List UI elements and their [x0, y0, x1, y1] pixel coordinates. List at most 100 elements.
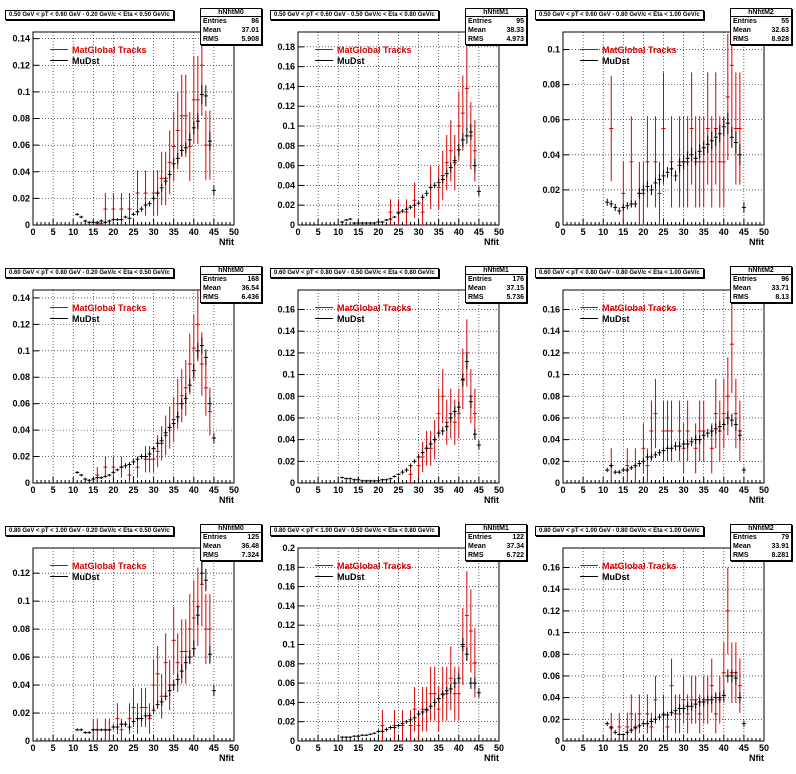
- legend-marker: [50, 576, 68, 577]
- legend-item-mudst: MuDst: [580, 55, 677, 66]
- stats-row-rms: RMS 5.736: [466, 293, 526, 302]
- y-tick-label: 0: [555, 478, 560, 488]
- y-tick-label: 0.16: [277, 62, 295, 72]
- x-tick-label: 0: [295, 485, 300, 495]
- matglobal-point: [629, 694, 634, 734]
- legend: MatGlobal Tracks MuDst: [315, 302, 412, 324]
- x-tick-label: 25: [658, 227, 668, 237]
- stats-value: 4.973: [506, 36, 524, 43]
- matglobal-point: [127, 193, 132, 225]
- mudst-point: [709, 425, 714, 437]
- x-tick-label: 15: [353, 743, 363, 753]
- mudst-point: [356, 478, 361, 481]
- matglobal-point: [725, 33, 730, 161]
- plot-title: 0.60 GeV < pT < 0.80 GeV - 0.20 GeV/c < …: [5, 268, 174, 278]
- mudst-point: [452, 406, 457, 417]
- mudst-point: [203, 349, 208, 366]
- stats-value: 37.34: [506, 543, 524, 550]
- mudst-point: [195, 342, 200, 359]
- matglobal-point: [179, 369, 184, 423]
- mudst-point: [151, 445, 156, 452]
- mudst-point: [203, 568, 208, 592]
- stats-row-entries: Entries 79: [731, 533, 791, 542]
- x-tick-label: 20: [373, 485, 383, 495]
- histogram-plot: 0 5 10 15 20 25 30 35 40 45 50 0 0.02 0.04 0.06 0.08 0.1…: [542, 31, 769, 247]
- legend-item-matglobal: MatGlobal Tracks: [50, 44, 147, 55]
- mudst-point: [79, 728, 84, 732]
- mudst-point: [468, 124, 473, 140]
- mudst-point: [424, 707, 429, 714]
- mudst-point: [440, 426, 445, 436]
- mudst-point: [641, 720, 646, 727]
- mudst-point: [717, 124, 722, 143]
- y-tick-label: 0.04: [542, 150, 560, 160]
- matglobal-point: [669, 658, 674, 713]
- mudst-point: [420, 450, 425, 455]
- y-tick-label: 0.02: [277, 456, 295, 466]
- mudst-point: [199, 85, 204, 104]
- mudst-point: [191, 640, 196, 658]
- histogram-name: hNfitM1: [466, 9, 526, 17]
- legend-marker: [50, 49, 68, 50]
- mudst-point: [99, 728, 104, 732]
- mudst-point: [83, 731, 88, 735]
- stats-row-mean: Mean 37.15: [466, 284, 526, 293]
- mudst-point: [191, 121, 196, 135]
- y-tick-label: 0.12: [12, 60, 30, 70]
- legend-label: MuDst: [602, 313, 630, 324]
- y-tick-label: 0: [290, 220, 295, 230]
- stats-row-mean: Mean 33.71: [731, 284, 791, 293]
- mudst-point: [737, 429, 742, 441]
- mudst-point: [404, 719, 409, 724]
- x-tick-label: 45: [739, 227, 749, 237]
- mudst-point: [733, 132, 738, 154]
- mudst-point: [717, 421, 722, 433]
- mudst-point: [392, 216, 397, 219]
- x-axis-label: Nfit: [749, 753, 764, 763]
- stats-value: 33.71: [771, 285, 789, 292]
- mudst-point: [75, 728, 80, 732]
- mudst-point: [360, 479, 365, 482]
- mudst-point: [107, 473, 112, 477]
- y-tick-label: 0.12: [12, 568, 30, 578]
- mudst-point: [123, 721, 128, 728]
- mudst-point: [83, 219, 88, 223]
- mudst-point: [380, 729, 385, 734]
- matglobal-point: [436, 686, 441, 732]
- y-tick-label: 0.12: [277, 348, 295, 358]
- stats-row-rms: RMS 6.436: [201, 293, 261, 302]
- mudst-point: [460, 132, 465, 147]
- mudst-point: [127, 724, 132, 730]
- y-tick-label: 0: [25, 478, 30, 488]
- y-tick-label: 0.16: [277, 305, 295, 315]
- histogram-name: hNfitM0: [201, 267, 261, 275]
- mudst-point: [685, 701, 690, 711]
- mudst-point: [151, 195, 156, 202]
- mudst-point: [444, 686, 449, 695]
- mudst-point: [380, 221, 385, 224]
- mudst-point: [713, 423, 718, 435]
- x-tick-label: 20: [638, 227, 648, 237]
- mudst-point: [657, 174, 662, 185]
- stats-value: 5.736: [506, 294, 524, 301]
- mudst-point: [87, 221, 92, 224]
- mudst-point: [111, 218, 116, 222]
- x-tick-label: 15: [88, 743, 98, 753]
- matglobal-point: [709, 116, 714, 208]
- stats-row-rms: RMS 4.973: [466, 35, 526, 44]
- legend-item-mudst: MuDst: [580, 571, 677, 582]
- legend-item-mudst: MuDst: [315, 571, 412, 582]
- mudst-point: [179, 145, 184, 156]
- x-tick-label: 45: [474, 743, 484, 753]
- mudst-point: [95, 221, 100, 224]
- mudst-point: [91, 221, 96, 224]
- mudst-point: [420, 709, 425, 715]
- matglobal-point: [147, 445, 152, 473]
- x-tick-label: 35: [699, 227, 709, 237]
- mudst-point: [613, 469, 618, 475]
- mudst-point: [605, 467, 610, 473]
- legend-label: MuDst: [337, 313, 365, 324]
- y-tick-label: 0.16: [542, 305, 560, 315]
- mudst-point: [416, 711, 421, 717]
- mudst-point: [388, 218, 393, 221]
